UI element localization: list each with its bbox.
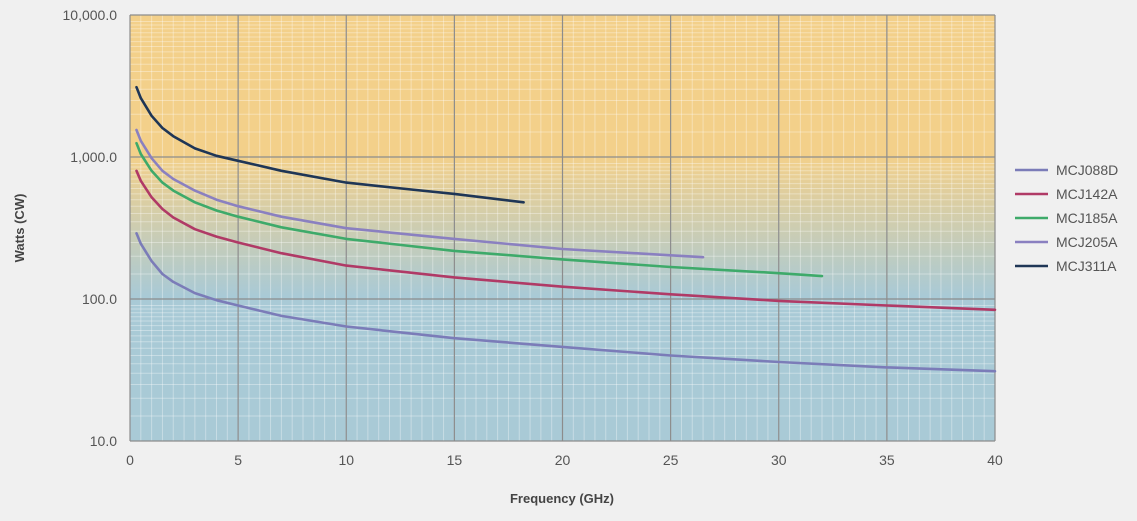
legend-label: MCJ185A [1056,210,1118,226]
legend-item-mcj311a: MCJ311A [1015,258,1117,274]
legend-item-mcj142a: MCJ142A [1015,186,1118,202]
series-line-mcj142a [135,169,997,312]
x-tick-label: 30 [771,452,787,468]
x-axis-title: Frequency (GHz) [510,491,614,506]
x-tick-label: 35 [879,452,895,468]
tick-labels: 0 5 10 15 20 25 30 35 40 10.0 100.0 1,000.0 10,000.0 [63,7,1003,468]
y-axis-title: Watts (CW) [12,194,27,263]
legend-item-mcj205a: MCJ205A [1015,234,1118,250]
x-tick-label: 10 [338,452,354,468]
x-tick-label: 15 [447,452,463,468]
x-tick-label: 25 [663,452,679,468]
series-line-mcj088d [135,232,997,373]
y-tick-label: 10,000.0 [63,7,118,23]
x-tick-label: 5 [234,452,242,468]
series-layer [135,85,997,373]
x-tick-label: 40 [987,452,1003,468]
legend-label: MCJ142A [1056,186,1118,202]
legend-item-mcj088d: MCJ088D [1015,162,1118,178]
legend-label: MCJ088D [1056,162,1118,178]
legend-label: MCJ205A [1056,234,1118,250]
series-line-mcj185a [135,141,824,278]
legend-item-mcj185a: MCJ185A [1015,210,1118,226]
series-line-mcj205a [135,128,705,259]
legend-label: MCJ311A [1056,258,1117,274]
y-tick-label: 1,000.0 [70,149,117,165]
legend: MCJ088D MCJ142A MCJ185A MCJ205A MCJ311A [1015,162,1118,274]
x-tick-label: 0 [126,452,134,468]
series-line-mcj311a [135,85,525,204]
x-tick-label: 20 [555,452,571,468]
y-tick-label: 10.0 [90,433,117,449]
y-tick-label: 100.0 [82,291,117,307]
